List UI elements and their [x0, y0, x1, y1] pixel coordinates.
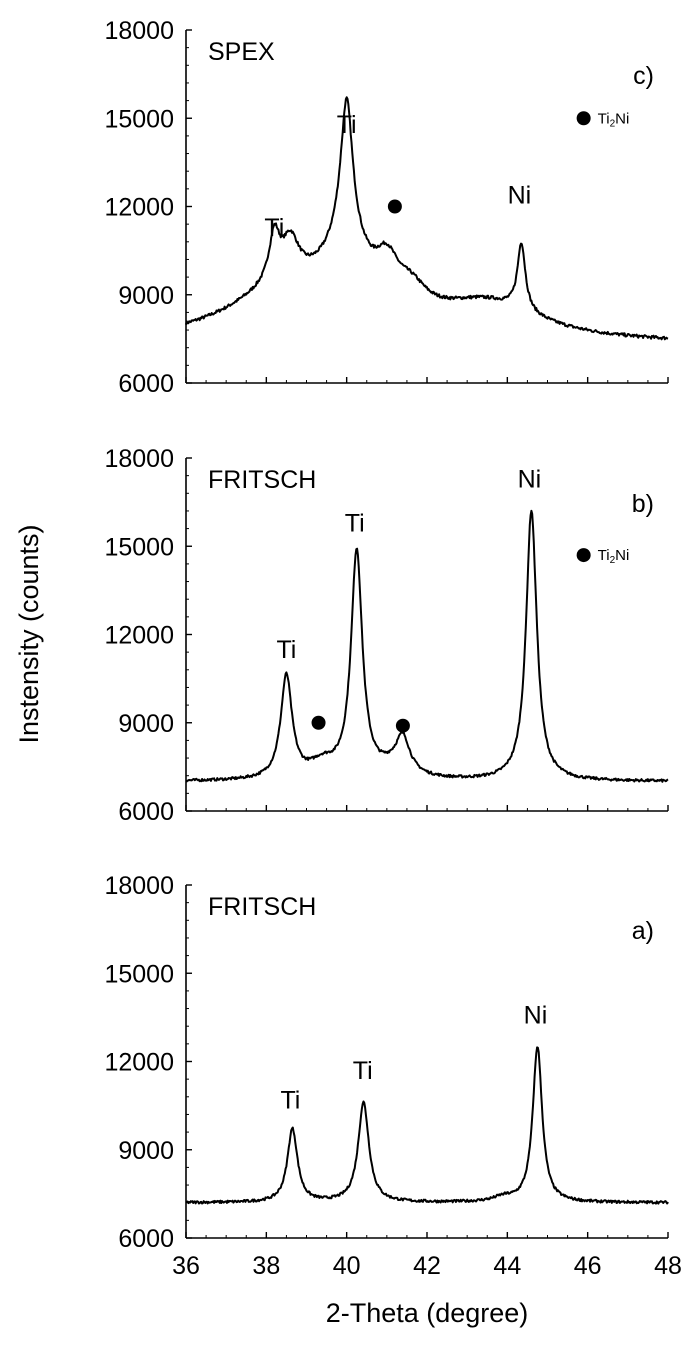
y-tick-label: 15000 [104, 960, 174, 988]
x-tick-label: 42 [413, 1252, 441, 1280]
panel-a: 6000 9000 12000 15000 18000 36 38 40 42 44 46 48 FRI… [104, 872, 681, 1280]
y-tick-label: 9000 [118, 1137, 174, 1165]
mill-label: FRITSCH [208, 893, 316, 921]
peak-label: Ni [524, 1001, 548, 1029]
ti2ni-marker [312, 716, 326, 730]
panel-tag: b) [632, 490, 654, 518]
peak-label: Ti [345, 510, 365, 538]
x-tick-label: 40 [333, 1252, 361, 1280]
y-tick-label: 6000 [118, 370, 174, 398]
y-tick-label: 18000 [104, 445, 174, 473]
y-tick-label: 9000 [118, 710, 174, 738]
y-tick-label: 15000 [104, 533, 174, 561]
y-tick-label: 9000 [118, 282, 174, 310]
y-tick-label: 18000 [104, 17, 174, 45]
xrd-pattern-line [186, 1047, 668, 1203]
y-tick-label: 12000 [104, 194, 174, 222]
y-tick-label: 18000 [104, 872, 174, 900]
x-tick-label: 44 [493, 1252, 521, 1280]
y-axis-title: Instensity (counts) [14, 524, 44, 743]
ti2ni-marker [396, 719, 410, 733]
peak-label: Ti [276, 636, 296, 664]
peak-label: Ti [353, 1057, 373, 1085]
x-tick-label: 48 [654, 1252, 682, 1280]
x-axis-title: 2-Theta (degree) [326, 1298, 529, 1328]
x-tick-label: 36 [172, 1252, 200, 1280]
xrd-pattern-line [186, 97, 668, 339]
xrd-pattern-line [186, 511, 668, 782]
legend-marker [577, 111, 591, 125]
panel-b: 6000 9000 12000 15000 18000 FRITSCH b) Ti Ti Ni Ti… [104, 445, 668, 826]
peak-label: Ti [264, 214, 284, 242]
y-tick-label: 6000 [118, 798, 174, 826]
peak-label: Ti [337, 111, 357, 139]
peak-label: Ni [508, 182, 532, 210]
legend-marker [577, 548, 591, 562]
legend-label: Ti2Ni [598, 547, 630, 566]
peak-label: Ti [280, 1087, 300, 1115]
panel-c: 6000 9000 12000 15000 18000 SPEX c) Ti Ti Ni Ti2Ni [104, 17, 668, 398]
y-tick-label: 6000 [118, 1225, 174, 1253]
peak-label: Ni [518, 465, 542, 493]
x-tick-label: 46 [574, 1252, 602, 1280]
panel-tag: c) [633, 62, 654, 90]
y-tick-label: 12000 [104, 1049, 174, 1077]
ti2ni-marker [388, 200, 402, 214]
x-tick-label: 38 [252, 1252, 280, 1280]
y-tick-label: 12000 [104, 622, 174, 650]
legend-label: Ti2Ni [598, 110, 630, 129]
y-tick-label: 15000 [104, 105, 174, 133]
mill-label: SPEX [208, 38, 275, 66]
panel-tag: a) [632, 917, 654, 945]
mill-label: FRITSCH [208, 466, 316, 494]
